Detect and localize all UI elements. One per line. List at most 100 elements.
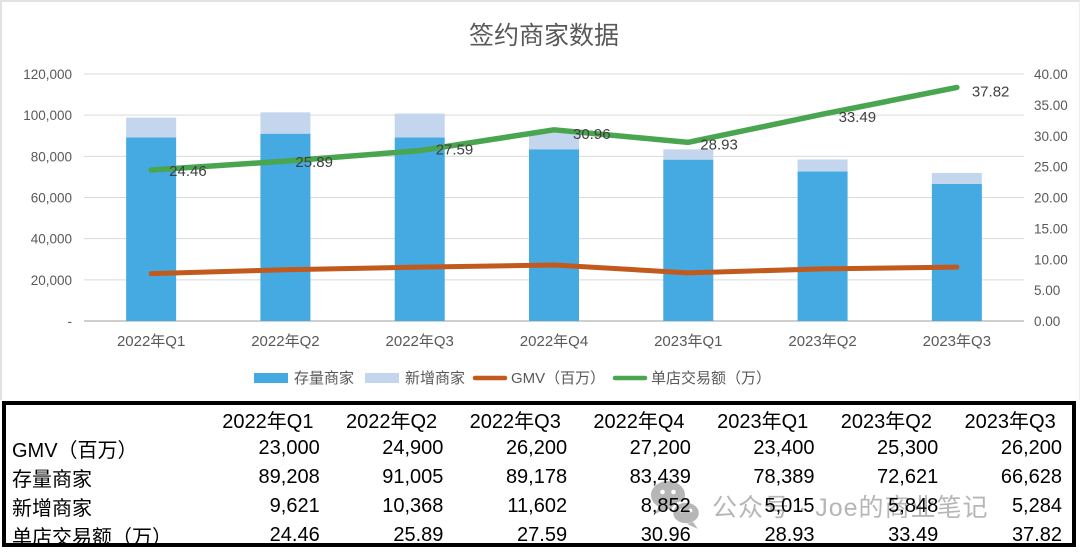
left-axis-tick: 40,000 <box>31 232 72 247</box>
cell: 30.96 <box>640 524 691 546</box>
left-axis-labels: - 20,000 40,000 60,000 80,000 100,000 120,000 <box>23 67 72 329</box>
data-label: 37.82 <box>972 83 1010 100</box>
left-axis-tick: 80,000 <box>31 149 72 164</box>
cell: 24.46 <box>269 524 320 546</box>
cell: 26,200 <box>1000 437 1062 459</box>
new-merchants-bar <box>663 149 714 160</box>
cell: 24,900 <box>382 437 444 459</box>
legend-label: 单店交易额（万） <box>651 369 771 387</box>
new-merchants-bar <box>529 131 579 150</box>
cell: 89,208 <box>258 466 320 488</box>
per-store-transaction-line <box>148 84 960 173</box>
data-label: 30.96 <box>573 126 611 143</box>
row-label: 单店交易额（万） <box>12 527 172 547</box>
x-axis-label: 2022年Q2 <box>251 333 319 350</box>
chart-legend: 存量商家 新增商家 GMV（百万） 单店交易额（万） <box>254 369 771 387</box>
right-axis-tick: 30.00 <box>1034 129 1068 144</box>
row-label: 存量商家 <box>12 469 92 491</box>
x-axis-label: 2022年Q4 <box>520 333 588 350</box>
cell: 25,300 <box>877 437 939 459</box>
x-axis-label: 2022年Q3 <box>386 333 454 350</box>
cell: 27,200 <box>629 437 691 459</box>
stacked-bars <box>126 112 982 321</box>
cell: 23,400 <box>753 437 815 459</box>
watermark: 公众号 · Joe的商业笔记 <box>650 479 989 533</box>
left-axis-tick: 100,000 <box>23 108 72 123</box>
right-axis-tick: 40.00 <box>1034 67 1068 82</box>
data-label: 25.89 <box>295 154 333 171</box>
right-axis-tick: 5.00 <box>1034 283 1060 298</box>
cell: 10,368 <box>382 495 444 517</box>
cell: 26,200 <box>505 437 568 459</box>
data-table: 2022年Q1 2022年Q2 2022年Q3 2022年Q4 2023年Q1 2023年… <box>6 405 1072 547</box>
table-row: GMV（百万） 23,000 24,900 26,200 27,200 23,400 25,… <box>6 434 1072 463</box>
cell: 91,005 <box>382 466 444 488</box>
cell: 11,602 <box>507 495 568 517</box>
right-axis-tick: 15.00 <box>1034 221 1068 236</box>
existing-merchants-bar <box>394 137 445 321</box>
row-label: 新增商家 <box>12 498 92 520</box>
x-axis-label: 2023年Q2 <box>788 333 856 350</box>
table-row: 新增商家 9,621 10,368 11,602 8,852 5,015 5,848 5,28… <box>6 492 1072 521</box>
x-axis-labels: 2022年Q1 2022年Q2 2022年Q3 2022年Q4 2023年Q1 2023年… <box>117 333 991 350</box>
new-merchants-bar <box>126 117 177 138</box>
data-label: 24.46 <box>169 163 207 180</box>
wechat-icon <box>651 481 702 529</box>
legend-swatch <box>254 373 288 383</box>
cell: 5,015 <box>764 495 815 517</box>
left-axis-tick: 20,000 <box>31 273 72 288</box>
existing-merchants-bar <box>797 171 848 321</box>
header-cell: 2022年Q1 <box>222 411 314 433</box>
left-axis-tick: - <box>68 314 73 329</box>
header-cell: 2022年Q4 <box>593 411 685 433</box>
gmv-line <box>148 262 960 277</box>
watermark-text: 公众号 · Joe的商业笔记 <box>712 494 989 522</box>
header-cell: 2023年Q3 <box>964 411 1056 433</box>
line-data-labels: 24.46 25.89 27.59 30.96 28.93 33.49 37.82 <box>169 83 1009 179</box>
table-header-row: 2022年Q1 2022年Q2 2022年Q3 2022年Q4 2023年Q1 2023年… <box>6 405 1072 434</box>
new-merchants-bar <box>931 172 982 184</box>
existing-merchants-bar <box>663 159 714 321</box>
new-merchants-bar <box>797 159 848 172</box>
cell: 23,000 <box>258 437 320 459</box>
signed-merchants-combo-chart: 签约商家数据 - 20,000 40,000 60,000 80,000 100,000 1… <box>23 22 1068 387</box>
cell: 78,389 <box>753 466 815 488</box>
legend-swatch <box>365 373 399 383</box>
cell: 66,628 <box>1000 466 1062 488</box>
cell: 5,848 <box>888 495 939 517</box>
cell: 33.49 <box>888 524 939 546</box>
cell: 25.89 <box>393 524 444 546</box>
x-axis-label: 2022年Q1 <box>117 333 185 350</box>
cell: 5,284 <box>1011 495 1062 517</box>
cell: 9,621 <box>269 495 320 517</box>
new-merchants-bar <box>260 112 311 134</box>
legend-label: 存量商家 <box>294 370 354 387</box>
existing-merchants-bar <box>529 149 579 321</box>
cell: 83,439 <box>629 466 691 488</box>
right-axis-labels: 0.00 5.00 10.00 15.00 20.00 25.00 30.00 35.00 40… <box>1034 67 1068 329</box>
series-lines <box>148 84 960 277</box>
header-cell <box>6 405 206 434</box>
cell: 89,178 <box>505 466 568 488</box>
cell: 27.59 <box>517 524 568 546</box>
x-axis-label: 2023年Q3 <box>923 333 991 350</box>
legend-label: GMV（百万） <box>511 370 605 387</box>
chart-title: 签约商家数据 <box>469 22 619 50</box>
new-merchants-bar <box>394 113 445 138</box>
table-row: 存量商家 89,208 91,005 89,178 83,439 78,389 72,621… <box>6 463 1072 492</box>
table-row: 单店交易额（万） 24.46 25.89 27.59 30.96 28.93 33.49 37… <box>6 521 1072 547</box>
row-label: GMV（百万） <box>12 440 138 462</box>
x-axis-label: 2023年Q1 <box>654 333 722 350</box>
header-cell: 2023年Q1 <box>717 411 809 433</box>
header-cell: 2022年Q3 <box>469 411 561 433</box>
right-axis-tick: 10.00 <box>1034 252 1068 267</box>
header-cell: 2023年Q2 <box>840 411 932 433</box>
left-axis-tick: 120,000 <box>23 67 72 82</box>
cell: 72,621 <box>877 466 939 488</box>
cell: 8,852 <box>640 495 691 517</box>
data-table-panel: 2022年Q1 2022年Q2 2022年Q3 2022年Q4 2023年Q1 2023年… <box>2 401 1076 547</box>
right-axis-tick: 35.00 <box>1034 98 1068 113</box>
cell: 37.82 <box>1011 524 1062 546</box>
existing-merchants-bar <box>931 183 982 321</box>
right-axis-tick: 0.00 <box>1034 314 1060 329</box>
